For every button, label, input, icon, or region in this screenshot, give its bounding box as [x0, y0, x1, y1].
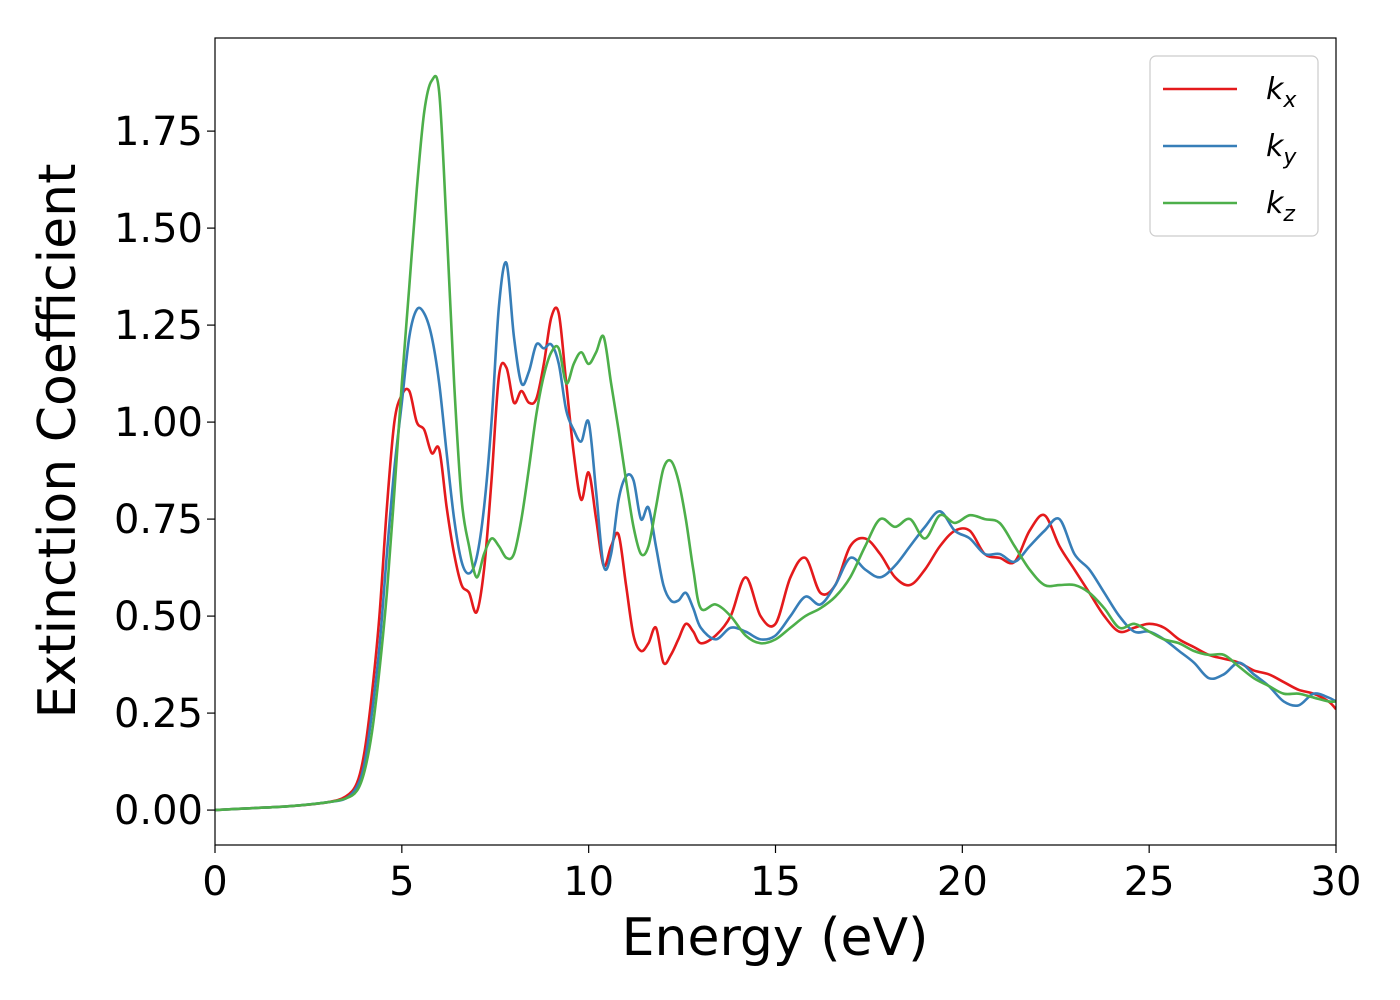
legend-label-y: ky [1266, 129, 1297, 170]
series-line-x [215, 306, 1336, 812]
x-tick-label: 30 [1311, 859, 1362, 905]
series-line-z [215, 74, 1336, 812]
legend-label-sub: x [1282, 88, 1297, 113]
y-tick-label: 1.25 [114, 303, 203, 349]
series-line-y [215, 260, 1336, 812]
x-axis-ticks: 0 5 10 15 20 25 30 [202, 845, 1361, 905]
x-tick-label: 20 [937, 859, 988, 905]
plot-frame [214, 37, 1337, 846]
y-axis-ticks: 0.00 0.25 0.50 0.75 1.00 1.25 1.50 1.75 [114, 109, 215, 834]
x-tick-label: 10 [563, 859, 614, 905]
legend-label-main: k [1266, 129, 1285, 164]
y-axis-title: Extinction Coefficient [28, 164, 88, 719]
x-tick-label: 0 [202, 859, 227, 905]
y-tick-label: 0.00 [114, 788, 203, 834]
legend-label-sub: z [1282, 202, 1295, 227]
legend-label-sub: y [1282, 145, 1297, 170]
legend-label-main: k [1266, 186, 1285, 221]
x-tick-label: 25 [1124, 859, 1175, 905]
y-tick-label: 0.50 [114, 594, 203, 640]
y-tick-label: 0.75 [114, 497, 203, 543]
y-tick-label: 1.50 [114, 206, 203, 252]
legend-label-x: kx [1266, 72, 1297, 113]
x-axis-title: Energy (eV) [622, 908, 929, 968]
y-tick-label: 1.00 [114, 400, 203, 446]
y-tick-label: 1.75 [114, 109, 203, 155]
x-tick-label: 15 [750, 859, 801, 905]
y-tick-label: 0.25 [114, 691, 203, 737]
legend-label-main: k [1266, 72, 1285, 107]
plot-area [215, 74, 1336, 812]
x-tick-label: 5 [389, 859, 414, 905]
legend-label-z: kz [1266, 186, 1295, 227]
series-layer [215, 74, 1336, 812]
